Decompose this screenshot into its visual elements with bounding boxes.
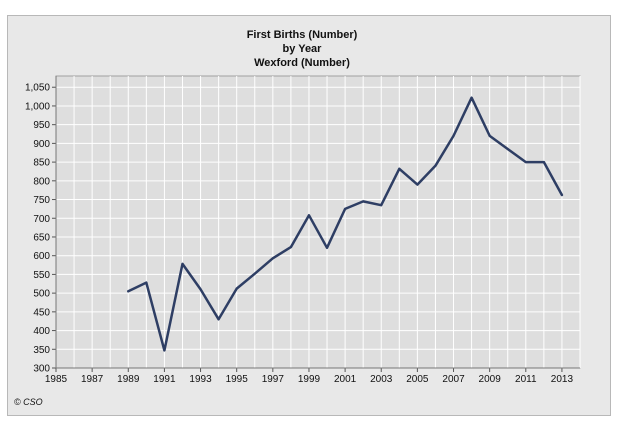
chart-frame: First Births (Number) by Year Wexford (N…: [7, 15, 611, 416]
y-tick-label: 450: [33, 307, 50, 318]
axes: 300 350 400 450 500 550 600 650 700 750 800 850 900 9…: [25, 76, 580, 385]
chart-title-line-2: by Year: [283, 43, 323, 55]
y-tick-label: 550: [33, 270, 50, 281]
x-tick-label: 1995: [226, 374, 249, 385]
x-tick-label: 2013: [551, 374, 574, 385]
x-tick-label: 1991: [153, 374, 176, 385]
x-tick-label: 2011: [515, 374, 537, 385]
y-tick-label: 500: [33, 289, 50, 300]
x-tick-label: 1987: [81, 374, 104, 385]
y-tick-label: 700: [33, 214, 50, 225]
plot-area: [55, 75, 581, 369]
gridlines: [55, 76, 581, 369]
y-tick-label: 350: [33, 345, 50, 356]
y-tick-label: 600: [33, 251, 50, 262]
y-tick-label: 650: [33, 232, 50, 243]
source-credit: © CSO: [14, 397, 43, 407]
chart-title-line-3: Wexford (Number): [254, 57, 350, 69]
x-tick-label: 1999: [298, 374, 321, 385]
y-tick-label: 1,000: [25, 101, 50, 112]
x-tick-label: 1985: [45, 374, 68, 385]
y-tick-label: 950: [33, 120, 50, 131]
x-tick-label: 1989: [117, 374, 140, 385]
x-tick-label: 2003: [370, 374, 393, 385]
x-tick-label: 2009: [479, 374, 502, 385]
x-tick-label: 1997: [262, 374, 285, 385]
x-tick-label: 2001: [334, 374, 357, 385]
y-tick-label: 800: [33, 176, 50, 187]
y-tick-label: 400: [33, 326, 50, 337]
line-chart: First Births (Number) by Year Wexford (N…: [14, 29, 581, 407]
y-tick-label: 750: [33, 195, 50, 206]
y-tick-label: 300: [33, 364, 50, 375]
y-tick-label: 1,050: [25, 83, 50, 94]
x-tick-label: 1993: [189, 374, 212, 385]
x-tick-label: 2007: [442, 374, 465, 385]
chart-title-line-1: First Births (Number): [247, 29, 358, 41]
y-tick-label: 850: [33, 158, 50, 169]
series-layer: [127, 96, 564, 352]
x-tick-label: 2005: [406, 374, 429, 385]
series-line: [127, 96, 564, 352]
y-tick-label: 900: [33, 139, 50, 150]
